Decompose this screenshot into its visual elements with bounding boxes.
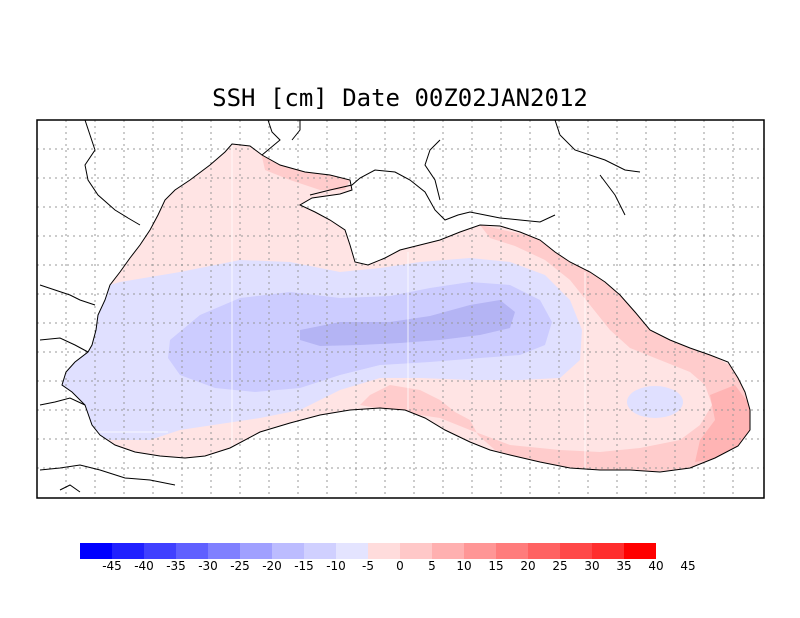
colorbar-tick-label: -15: [294, 559, 314, 573]
colorbar-swatch: [304, 543, 336, 559]
colorbar-swatch: [240, 543, 272, 559]
black-sea-coastline: [61, 143, 751, 473]
colorbar-swatch: [176, 543, 208, 559]
colorbar: [80, 543, 656, 559]
colorbar-tick-label: -20: [262, 559, 282, 573]
colorbar-swatch: [368, 543, 400, 559]
colorbar-swatch: [272, 543, 304, 559]
colorbar-swatch: [464, 543, 496, 559]
colorbar-tick-label: 40: [648, 559, 664, 573]
colorbar-tick-label: 45: [680, 559, 696, 573]
map-grid: [37, 120, 764, 498]
land-borders: [39, 119, 641, 493]
colorbar-tick-label: 10: [456, 559, 472, 573]
colorbar-swatch: [208, 543, 240, 559]
colorbar-tick-label: 0: [396, 559, 404, 573]
colorbar-tick-label: -40: [134, 559, 154, 573]
colorbar-swatch: [592, 543, 624, 559]
colorbar-tick-label: 30: [584, 559, 600, 573]
colorbar-swatch: [496, 543, 528, 559]
colorbar-swatch: [80, 543, 112, 559]
field-seams: [95, 145, 586, 470]
colorbar-tick-label: 15: [488, 559, 504, 573]
colorbar-tick-label: -35: [166, 559, 186, 573]
colorbar-swatch: [432, 543, 464, 559]
colorbar-tick-label: 20: [520, 559, 536, 573]
colorbar-swatch: [624, 543, 656, 559]
ssh-band-pos-10-15: [695, 385, 750, 462]
colorbar-swatch: [560, 543, 592, 559]
page-title: SSH [cm] Date 00Z02JAN2012: [212, 84, 588, 112]
colorbar-tick-label: -45: [102, 559, 122, 573]
colorbar-tick-label: -5: [362, 559, 374, 573]
colorbar-tick-label: -10: [326, 559, 346, 573]
colorbar-swatch: [144, 543, 176, 559]
colorbar-tick-label: -25: [230, 559, 250, 573]
colorbar-swatch: [112, 543, 144, 559]
colorbar-swatch: [400, 543, 432, 559]
map-frame: [36, 119, 765, 499]
colorbar-swatch: [336, 543, 368, 559]
colorbar-tick-label: 25: [552, 559, 568, 573]
colorbar-tick-label: 35: [616, 559, 632, 573]
colorbar-tick-label: -30: [198, 559, 218, 573]
colorbar-swatch: [528, 543, 560, 559]
colorbar-tick-label: 5: [428, 559, 436, 573]
